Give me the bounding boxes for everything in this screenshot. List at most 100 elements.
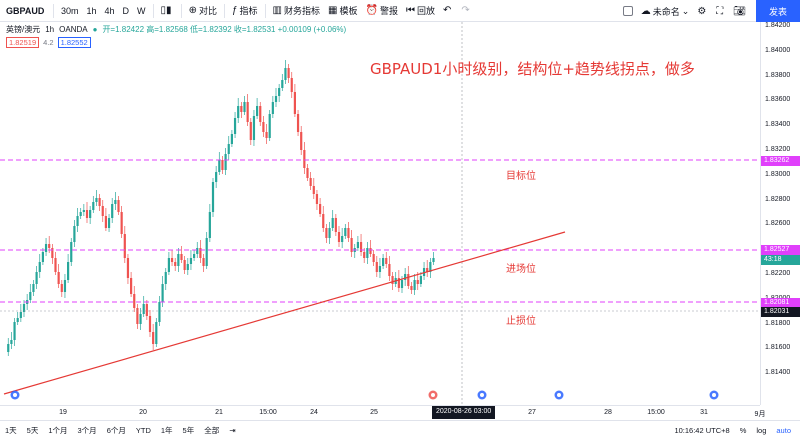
economic-event-icon[interactable] (10, 390, 20, 400)
range-all[interactable]: 全部 (204, 425, 220, 435)
plus-circle-icon: ⊕ (188, 5, 197, 16)
ask-price[interactable]: 1.82552 (57, 37, 91, 48)
time-tick: 31 (700, 409, 708, 416)
symbol-search[interactable]: GBPAUD (6, 5, 45, 16)
economic-event-icon[interactable] (554, 390, 564, 400)
price-tick: 1.81400 (765, 369, 791, 377)
settings-button[interactable]: ⚙ (693, 0, 712, 22)
range-1m[interactable]: 1个月 (48, 425, 68, 435)
templates-button[interactable]: ▦ 模板 (324, 0, 361, 22)
target-label[interactable]: 目标位 (506, 171, 536, 182)
candle-body (101, 206, 104, 216)
candle-body (48, 244, 51, 248)
indicators-button[interactable]: ƒ 指标 (228, 0, 262, 22)
candle-body (174, 262, 177, 266)
redo-icon: ↷ (461, 5, 470, 16)
chart-style-button[interactable]: ▯▮ (157, 0, 178, 22)
range-5d[interactable]: 5天 (26, 425, 39, 435)
undo-button[interactable]: ↶ (439, 0, 457, 22)
interval-w[interactable]: W (137, 5, 146, 16)
price-tick: 1.82600 (765, 220, 791, 228)
candle-body (139, 314, 142, 324)
alert-button[interactable]: ⏰ 警报 (361, 0, 401, 22)
interval-d[interactable]: D (122, 5, 130, 16)
range-5y[interactable]: 5年 (182, 425, 195, 435)
candle-body (322, 214, 325, 228)
compare-button[interactable]: ⊕ 对比 (185, 0, 221, 22)
candle-body (259, 106, 262, 122)
interval-4h[interactable]: 4h (104, 5, 115, 16)
candle-body (344, 228, 347, 236)
price-scale[interactable]: 1.84200 1.84000 1.83800 1.83600 1.83400 1.832… (760, 22, 800, 405)
time-tick: 25 (370, 409, 378, 416)
chart-pane[interactable]: 英镑/澳元 1h OANDA ● 开=1.82422 高=1.82568 低=1… (0, 22, 760, 405)
chevron-down-icon: ⌄ (681, 5, 690, 16)
divider (264, 3, 266, 18)
range-6m[interactable]: 6个月 (106, 425, 126, 435)
divider (152, 3, 154, 18)
entry-label[interactable]: 进场位 (506, 264, 536, 275)
fullscreen-button[interactable]: ⛶ (712, 0, 729, 22)
divider (180, 3, 182, 18)
candle-body (319, 204, 322, 214)
candle-body (404, 274, 407, 280)
candle-body (334, 218, 337, 232)
interval-1h[interactable]: 1h (86, 5, 97, 16)
goto-date-button[interactable]: ⇥ (224, 426, 240, 435)
range-1d[interactable]: 1天 (5, 425, 17, 435)
fullscreen-icon: ⛶ (716, 5, 724, 17)
bid-price[interactable]: 1.82519 (6, 37, 40, 48)
candle-body (22, 304, 26, 312)
range-ytd[interactable]: YTD (135, 425, 151, 435)
divider (223, 3, 225, 18)
candlestick-chart[interactable] (0, 22, 760, 405)
candle-body (328, 228, 331, 238)
candle-body (155, 322, 158, 344)
log-toggle[interactable]: log (756, 426, 767, 435)
time-axis[interactable]: 19 20 21 15:00 24 25 27 28 15:00 31 9月 2020-08-26 … (0, 405, 765, 419)
snapshot-button[interactable]: 📷︎ (729, 0, 752, 22)
candle-body (211, 182, 215, 212)
trendline[interactable] (3, 231, 566, 395)
candle-body (419, 276, 422, 284)
candle-body (426, 268, 429, 272)
redo-button[interactable]: ↷ (457, 0, 475, 22)
candle-body (230, 134, 233, 144)
auto-toggle[interactable]: auto (776, 426, 791, 435)
grid-icon: ▦ (328, 5, 338, 16)
candle-body (79, 212, 82, 216)
candle-body (38, 262, 41, 272)
candle-body (76, 216, 79, 226)
layout-name-button[interactable]: ☁ 未命名 ⌄ (637, 0, 694, 22)
interval-30m[interactable]: 30m (61, 5, 79, 16)
templates-label: 模板 (339, 6, 358, 16)
candle-body (126, 258, 130, 278)
stop-label[interactable]: 止损位 (506, 316, 536, 327)
replay-button[interactable]: ⏮ 回放 (402, 0, 439, 22)
publish-button[interactable]: 发表 (756, 0, 800, 22)
time-tick: 15:00 (259, 409, 277, 416)
candle-body (73, 226, 76, 242)
analysis-title[interactable]: GBPAUD1小时级别，结构位+趋势线拐点，做多 (370, 60, 695, 78)
economic-event-icon[interactable] (477, 390, 487, 400)
crosshair-time-label: 2020-08-26 03:00 (432, 406, 496, 419)
candle-body (32, 284, 35, 292)
candle-body (296, 114, 300, 132)
economic-event-icon[interactable] (709, 390, 719, 400)
candle-body (312, 186, 315, 194)
candle-body (240, 106, 243, 112)
candle-body (293, 92, 296, 114)
clock-timezone[interactable]: 10:16:42 UTC+8 (674, 426, 730, 435)
candle-body (177, 254, 180, 266)
candle-body (148, 316, 152, 332)
range-3m[interactable]: 3个月 (77, 425, 97, 435)
flag-event-icon[interactable] (428, 390, 438, 400)
candle-body (422, 268, 426, 276)
candle-body (89, 210, 92, 218)
candle-body (256, 106, 259, 116)
percent-toggle[interactable]: % (739, 426, 747, 435)
range-1y[interactable]: 1年 (160, 425, 173, 435)
financials-button[interactable]: ▥ 财务指标 (269, 0, 324, 22)
layout-checkbox[interactable] (619, 0, 637, 22)
